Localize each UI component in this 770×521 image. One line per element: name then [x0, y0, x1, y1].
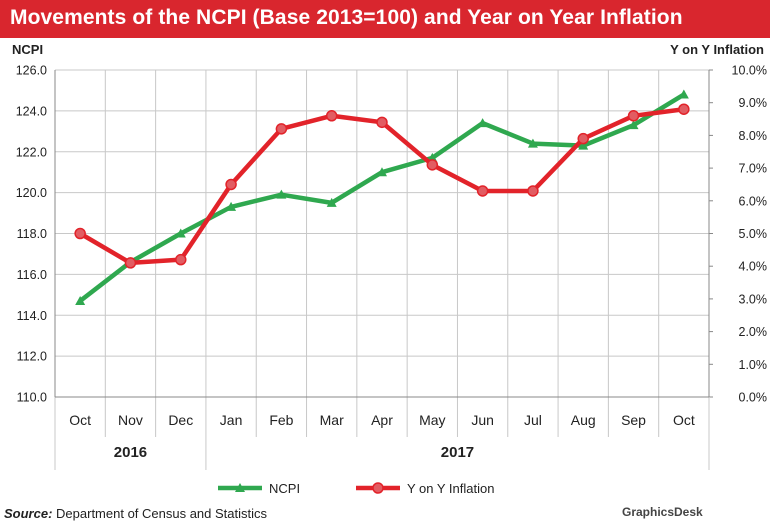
source-label: Source: — [4, 506, 53, 521]
x-tick-label: Jan — [220, 412, 243, 428]
x-tick-label: Oct — [69, 412, 91, 428]
ncpi-point — [628, 120, 639, 130]
ncpi-point — [377, 167, 387, 177]
y-left-tick-label: 122.0 — [16, 145, 47, 159]
credit-label: GraphicsDesk — [622, 505, 703, 519]
ncpi-point — [477, 118, 488, 128]
inflation-point — [476, 185, 489, 197]
x-tick-label: Aug — [571, 412, 596, 428]
inflation-point — [678, 103, 690, 115]
legend-marker-triangle — [235, 483, 245, 492]
x-tick-label: Jul — [524, 412, 542, 428]
ncpi-point — [175, 228, 186, 238]
legend-label: NCPI — [269, 481, 300, 496]
year-group-label: 2017 — [441, 444, 474, 461]
inflation-point — [376, 116, 388, 129]
y-left-tick-label: 116.0 — [17, 268, 47, 282]
inflation-point — [74, 227, 86, 240]
ncpi-point — [75, 295, 86, 305]
y-right-tick-label: 9.0% — [739, 96, 768, 110]
y-right-tick-label: 3.0% — [739, 292, 768, 306]
y-right-tick-label: 10.0% — [732, 64, 767, 78]
year-group-label: 2016 — [114, 444, 147, 461]
inflation-point — [527, 185, 539, 197]
x-tick-label: Sep — [621, 412, 646, 428]
inflation-point — [325, 110, 338, 122]
ncpi-point — [578, 140, 589, 150]
source-note: Source: Department of Census and Statist… — [4, 506, 267, 521]
ncpi-point — [276, 189, 287, 199]
ncpi-inflation-chart: 110.0 112.0 114.0 116.0 118.0 120.0 122.0 124.0… — [12, 42, 768, 496]
y-left-tick-label: 110.0 — [17, 391, 47, 405]
chart-title: Movements of the NCPI (Base 2013=100) an… — [10, 6, 683, 29]
legend-label: Y on Y Inflation — [407, 481, 494, 496]
y-left-tick-label: 118.0 — [17, 227, 47, 241]
legend-marker-circle — [372, 482, 384, 494]
x-tick-label: Dec — [168, 412, 193, 428]
x-tick-label: Apr — [371, 412, 393, 428]
y-left-tick-label: 126.0 — [16, 64, 47, 78]
title-bar: Movements of the NCPI (Base 2013=100) an… — [0, 0, 770, 38]
chart-area: 110.0 112.0 114.0 116.0 118.0 120.0 122.0 124.0… — [0, 38, 770, 504]
inflation-point — [627, 110, 640, 122]
y-left-tick-label: 124.0 — [16, 104, 47, 118]
ncpi-point — [678, 89, 689, 99]
x-tick-label: Feb — [269, 412, 293, 428]
inflation-point — [426, 159, 439, 171]
inflation-point — [175, 253, 187, 266]
inflation-point — [577, 132, 589, 145]
y-right-tick-label: 2.0% — [739, 325, 768, 339]
y-right-tick-label: 6.0% — [739, 194, 768, 208]
ncpi-point — [326, 197, 337, 207]
ncpi-point — [226, 201, 237, 211]
ncpi-point — [527, 138, 538, 148]
x-tick-label: Oct — [673, 412, 695, 428]
y-left-tick-label: 112.0 — [17, 350, 47, 364]
y-right-tick-label: 8.0% — [739, 129, 768, 143]
source-text: Department of Census and Statistics — [56, 506, 268, 521]
y-right-tick-label: 7.0% — [739, 162, 768, 176]
inflation-point — [275, 123, 288, 135]
ncpi-point — [427, 152, 438, 162]
y-right-axis-title: Y on Y Inflation — [670, 42, 764, 57]
x-tick-label: Nov — [118, 412, 143, 428]
y-right-tick-label: 1.0% — [739, 358, 768, 372]
y-left-axis-title: NCPI — [12, 42, 43, 57]
inflation-point — [225, 178, 237, 191]
y-left-tick-label: 120.0 — [16, 186, 47, 200]
y-left-tick-label: 114.0 — [17, 309, 47, 323]
y-right-tick-label: 4.0% — [739, 260, 768, 274]
x-tick-label: May — [419, 412, 445, 428]
x-tick-label: Mar — [320, 412, 344, 428]
x-tick-label: Jun — [471, 412, 494, 428]
y-right-tick-label: 5.0% — [739, 227, 768, 241]
y-right-tick-label: 0.0% — [739, 391, 768, 405]
inflation-point — [124, 257, 137, 269]
